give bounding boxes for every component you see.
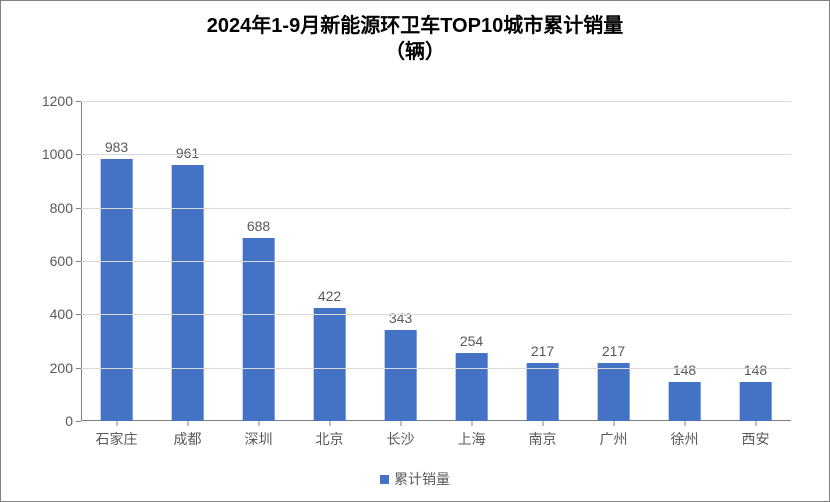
- y-axis-tickmark: [76, 154, 81, 155]
- bar: 148: [739, 382, 772, 421]
- bar-value-label: 254: [460, 333, 483, 349]
- legend-label: 累计销量: [394, 469, 450, 489]
- bar-value-label: 217: [602, 343, 625, 359]
- x-axis-tickmark: [116, 421, 117, 426]
- y-axis-tickmark: [76, 314, 81, 315]
- x-axis-tickmark: [542, 421, 543, 426]
- chart-title-line1: 2024年1-9月新能源环卫车TOP10城市累计销量: [1, 13, 829, 39]
- x-axis-tickmark: [471, 421, 472, 426]
- bar-value-label: 217: [531, 343, 554, 359]
- bar-value-label: 148: [673, 362, 696, 378]
- y-axis-tickmark: [76, 101, 81, 102]
- bar-value-label: 688: [247, 218, 270, 234]
- y-tick-label: 600: [50, 253, 73, 269]
- bar: 217: [597, 363, 630, 421]
- y-tick-label: 200: [50, 360, 73, 376]
- chart-title-line2: （辆）: [1, 39, 829, 65]
- y-axis-tickmark: [76, 368, 81, 369]
- x-tick-label: 广州: [600, 429, 628, 449]
- x-tick-label: 上海: [458, 429, 486, 449]
- grid-line: [81, 368, 791, 369]
- grid-line: [81, 101, 791, 102]
- bar: 217: [526, 363, 559, 421]
- bar-value-label: 422: [318, 288, 341, 304]
- bar-value-label: 343: [389, 310, 412, 326]
- x-axis-tickmark: [258, 421, 259, 426]
- grid-line: [81, 208, 791, 209]
- x-axis-tickmark: [187, 421, 188, 426]
- chart-container: 2024年1-9月新能源环卫车TOP10城市累计销量 （辆） 983石家庄961…: [0, 0, 830, 502]
- grid-line: [81, 261, 791, 262]
- x-tick-label: 西安: [742, 429, 770, 449]
- legend-swatch: [380, 475, 389, 484]
- bar-value-label: 148: [744, 362, 767, 378]
- x-tick-label: 长沙: [387, 429, 415, 449]
- grid-line: [81, 314, 791, 315]
- bar-value-label: 983: [105, 139, 128, 155]
- bar: 148: [668, 382, 701, 421]
- bar: 254: [455, 353, 488, 421]
- x-axis-tickmark: [684, 421, 685, 426]
- plot-area: 983石家庄961成都688深圳422北京343长沙254上海217南京217广…: [81, 101, 791, 421]
- bar: 343: [384, 330, 417, 421]
- x-axis-tickmark: [613, 421, 614, 426]
- bar: 422: [313, 308, 346, 421]
- y-axis-tickmark: [76, 208, 81, 209]
- grid-line: [81, 154, 791, 155]
- x-axis-tickmark: [755, 421, 756, 426]
- x-tick-label: 深圳: [245, 429, 273, 449]
- y-tick-label: 1000: [42, 146, 73, 162]
- bar: 688: [242, 238, 275, 421]
- chart-title: 2024年1-9月新能源环卫车TOP10城市累计销量 （辆）: [1, 1, 829, 65]
- x-tick-label: 北京: [316, 429, 344, 449]
- y-axis-tickmark: [76, 421, 81, 422]
- y-tick-label: 0: [65, 413, 73, 429]
- x-axis-tickmark: [329, 421, 330, 426]
- bar-value-label: 961: [176, 145, 199, 161]
- x-axis-tickmark: [400, 421, 401, 426]
- y-tick-label: 400: [50, 306, 73, 322]
- x-tick-label: 徐州: [671, 429, 699, 449]
- x-tick-label: 石家庄: [96, 429, 138, 449]
- legend: 累计销量: [380, 469, 450, 489]
- bar: 983: [100, 159, 133, 421]
- x-tick-label: 南京: [529, 429, 557, 449]
- x-tick-label: 成都: [174, 429, 202, 449]
- bar: 961: [171, 165, 204, 421]
- y-axis-tickmark: [76, 261, 81, 262]
- y-tick-label: 1200: [42, 93, 73, 109]
- y-tick-label: 800: [50, 200, 73, 216]
